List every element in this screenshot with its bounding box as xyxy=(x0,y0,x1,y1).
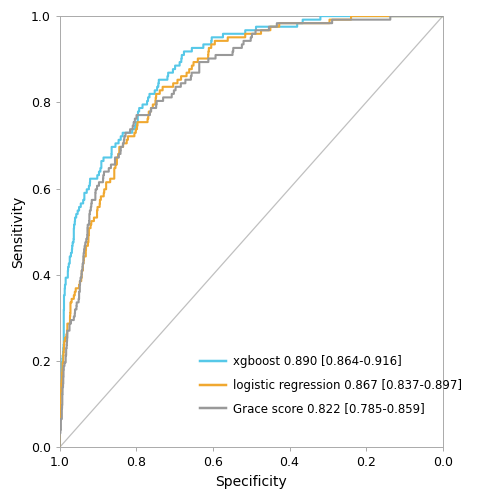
Line: logistic regression 0.867 [0.837-0.897]: logistic regression 0.867 [0.837-0.897] xyxy=(60,16,443,448)
Grace score 0.822 [0.785-0.859] xyxy=(60,380,66,386)
logistic regression 0.867 [0.837-0.897] xyxy=(251,31,257,37)
X-axis label: Specificity: Specificity xyxy=(216,475,287,489)
xgboost 0.890 [0.864-0.916] xyxy=(59,360,65,366)
Grace score 0.822 [0.785-0.859] xyxy=(251,31,257,37)
xgboost 0.890 [0.864-0.916] xyxy=(57,444,62,450)
Legend: xgboost 0.890 [0.864-0.916], logistic regression 0.867 [0.837-0.897], Grace scor: xgboost 0.890 [0.864-0.916], logistic re… xyxy=(200,356,462,416)
Grace score 0.822 [0.785-0.859] xyxy=(387,13,393,19)
Grace score 0.822 [0.785-0.859] xyxy=(86,214,92,220)
xgboost 0.890 [0.864-0.916] xyxy=(84,186,90,192)
Grace score 0.822 [0.785-0.859] xyxy=(57,444,62,450)
logistic regression 0.867 [0.837-0.897] xyxy=(348,13,354,19)
logistic regression 0.867 [0.837-0.897] xyxy=(269,24,275,30)
Grace score 0.822 [0.785-0.859] xyxy=(308,20,314,26)
xgboost 0.890 [0.864-0.916] xyxy=(440,13,445,19)
logistic regression 0.867 [0.837-0.897] xyxy=(87,225,93,231)
logistic regression 0.867 [0.837-0.897] xyxy=(343,16,349,22)
Grace score 0.822 [0.785-0.859] xyxy=(269,24,275,30)
xgboost 0.890 [0.864-0.916] xyxy=(308,16,313,22)
Line: Grace score 0.822 [0.785-0.859]: Grace score 0.822 [0.785-0.859] xyxy=(60,16,443,448)
Y-axis label: Sensitivity: Sensitivity xyxy=(11,196,25,268)
logistic regression 0.867 [0.837-0.897] xyxy=(57,444,62,450)
xgboost 0.890 [0.864-0.916] xyxy=(317,13,323,19)
logistic regression 0.867 [0.837-0.897] xyxy=(60,366,65,372)
Line: xgboost 0.890 [0.864-0.916]: xgboost 0.890 [0.864-0.916] xyxy=(60,16,443,448)
logistic regression 0.867 [0.837-0.897] xyxy=(440,13,445,19)
xgboost 0.890 [0.864-0.916] xyxy=(269,24,275,30)
Grace score 0.822 [0.785-0.859] xyxy=(440,13,445,19)
Grace score 0.822 [0.785-0.859] xyxy=(343,16,349,22)
xgboost 0.890 [0.864-0.916] xyxy=(343,13,349,19)
logistic regression 0.867 [0.837-0.897] xyxy=(308,20,314,26)
xgboost 0.890 [0.864-0.916] xyxy=(251,27,257,33)
